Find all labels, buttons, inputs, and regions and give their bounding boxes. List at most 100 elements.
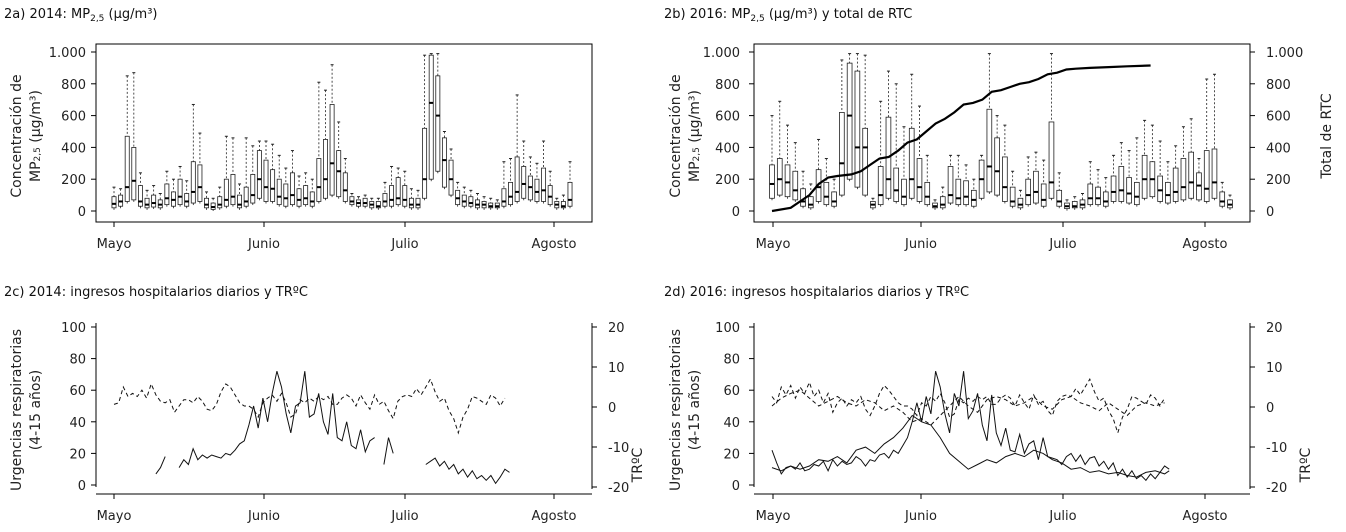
- panel-2b-ylabel-line1: Concentración de: [668, 74, 684, 197]
- y-tick-label: 80: [723, 353, 740, 368]
- x-tick-label: Junio: [904, 237, 937, 252]
- panel-2d-y-axis: 100 80 60 40 20 0: [715, 321, 755, 494]
- box: [1048, 121, 1055, 199]
- y-tick-label: 0: [78, 205, 86, 220]
- box: [1025, 178, 1031, 206]
- box: [263, 159, 269, 202]
- panel-2a-title: 2a) 2014: MP2,5 (µg/m³): [4, 7, 157, 24]
- y-tick-label: 60: [69, 384, 86, 399]
- box: [1095, 186, 1101, 206]
- y-tick-label: 800: [715, 78, 740, 93]
- panel-2c-ylabel-line1: Urgencias respiratorias: [9, 329, 25, 491]
- panel-2b-ylabel-right: Total de RTC: [1319, 93, 1335, 180]
- box: [256, 150, 262, 199]
- panel-2b-frame: [753, 43, 1251, 223]
- x-tick-label: Agosto: [532, 509, 577, 524]
- box: [1172, 167, 1179, 202]
- box: [375, 201, 381, 209]
- panel-2d-y-axis-right: 20 10 0 -10 -20: [1249, 321, 1287, 496]
- box: [508, 181, 513, 206]
- box: [792, 170, 799, 201]
- box: [124, 135, 130, 202]
- box: [1040, 183, 1047, 207]
- y-right-tick-label: 0: [608, 401, 616, 416]
- y-right-tick-label: -20: [608, 481, 629, 496]
- box: [197, 164, 203, 202]
- box: [428, 54, 434, 180]
- panel-2a-x-axis: Mayo Junio Julio Agosto: [97, 222, 577, 252]
- y-tick-label: 100: [715, 321, 740, 336]
- panel-2b-x-axis: Mayo Junio Julio Agosto: [756, 222, 1228, 252]
- panel-2b: 2b) 2016: MP2,5 (µg/m³) y total de RTC C…: [664, 7, 1335, 252]
- box: [435, 75, 441, 172]
- box: [270, 169, 276, 202]
- panel-2a-ylabel-line1: Concentración de: [9, 74, 25, 197]
- x-tick-label: Junio: [247, 237, 280, 252]
- x-tick-label: Julio: [1048, 237, 1076, 252]
- box: [137, 185, 143, 207]
- box: [190, 161, 196, 204]
- box: [1087, 183, 1094, 206]
- box: [329, 104, 335, 196]
- y-right-tick-label: 20: [608, 321, 625, 336]
- box: [1203, 150, 1210, 202]
- box: [164, 183, 170, 206]
- box: [1211, 148, 1218, 199]
- box: [514, 156, 520, 202]
- admissions-line: [178, 371, 375, 468]
- x-tick-label: Julio: [390, 509, 418, 524]
- y-right-tick-label: -10: [1266, 441, 1287, 456]
- y-right-tick-label: 600: [1266, 110, 1291, 125]
- box: [1071, 201, 1078, 209]
- box: [389, 185, 395, 207]
- box: [1219, 191, 1226, 207]
- box: [402, 185, 408, 207]
- box: [784, 164, 791, 198]
- box: [769, 164, 775, 199]
- panel-2c-title: 2c) 2014: ingresos hospitalarios diarios…: [4, 285, 308, 300]
- y-tick-label: 800: [61, 78, 86, 93]
- box: [151, 194, 157, 208]
- panel-2a-y-axis: 1.000 800 600 400 200 0: [49, 46, 96, 220]
- box: [1017, 197, 1024, 209]
- panel-2a-plot: [111, 53, 573, 211]
- box: [916, 158, 923, 202]
- x-tick-label: Agosto: [1183, 237, 1228, 252]
- box: [808, 196, 814, 209]
- x-tick-label: Agosto: [532, 237, 577, 252]
- box: [854, 70, 861, 188]
- box: [908, 127, 915, 199]
- box: [501, 188, 507, 207]
- box: [1134, 181, 1140, 206]
- panel-2c-y-axis-right: 20 10 0 -10 -20: [591, 321, 629, 496]
- y-tick-label: 1.000: [49, 46, 86, 61]
- y-right-tick-label: 10: [1266, 361, 1283, 376]
- box: [877, 166, 884, 206]
- x-tick-label: Mayo: [97, 237, 132, 252]
- box: [1009, 186, 1016, 207]
- panel-2d-x-axis: Mayo Junio Julio Agosto: [754, 493, 1250, 524]
- y-tick-label: 40: [69, 416, 86, 431]
- box: [1110, 175, 1117, 202]
- box: [901, 178, 907, 206]
- panel-2d-plot: [771, 371, 1170, 482]
- panel-2a-frame: [95, 43, 593, 223]
- panel-2a: 2a) 2014: MP2,5 (µg/m³) Concentración de…: [4, 7, 593, 252]
- box: [243, 186, 249, 207]
- box: [1188, 151, 1194, 199]
- box: [1056, 189, 1063, 207]
- box: [893, 167, 900, 202]
- x-tick-label: Julio: [390, 237, 418, 252]
- panel-2b-y-axis-right: 1.000 800 600 400 200 0: [1250, 46, 1303, 220]
- box: [534, 178, 540, 202]
- box: [924, 181, 931, 206]
- panel-2d-ylabel-line1: Urgencias respiratorias: [668, 329, 684, 491]
- box: [448, 159, 454, 196]
- panel-2c: 2c) 2014: ingresos hospitalarios diarios…: [4, 285, 646, 524]
- box: [831, 191, 837, 207]
- box: [415, 197, 421, 209]
- box: [111, 196, 117, 209]
- y-tick-label: 400: [715, 141, 740, 156]
- box: [223, 178, 229, 207]
- x-tick-label: Mayo: [756, 237, 791, 252]
